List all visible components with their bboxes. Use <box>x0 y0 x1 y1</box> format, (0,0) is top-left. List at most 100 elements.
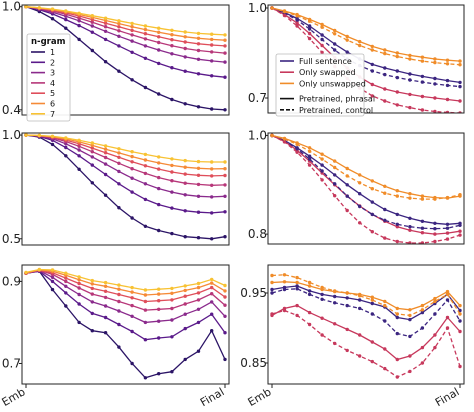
data-point <box>445 110 450 113</box>
data-point <box>117 169 121 174</box>
data-point <box>196 307 201 311</box>
data-point <box>458 223 462 227</box>
data-point <box>170 163 174 168</box>
data-point <box>408 225 412 229</box>
legend: Full sentence Only swapped Only unswapped P… <box>275 53 375 117</box>
data-point <box>157 26 161 30</box>
data-point <box>90 143 95 148</box>
data-point <box>307 280 312 285</box>
data-point <box>370 44 374 49</box>
data-point <box>196 210 201 214</box>
data-point <box>282 287 287 292</box>
data-point <box>196 36 201 40</box>
data-point <box>183 158 187 163</box>
legend-entry: Pretrained, phrasal <box>299 95 375 104</box>
data-point <box>320 292 324 297</box>
data-point <box>358 354 362 358</box>
data-point <box>223 303 227 307</box>
data-point <box>345 296 349 300</box>
data-point <box>103 37 108 42</box>
data-point <box>445 315 450 320</box>
data-point <box>383 48 387 52</box>
data-point <box>445 97 450 102</box>
data-point <box>90 14 95 18</box>
data-point <box>90 155 95 159</box>
data-point <box>196 48 201 53</box>
data-point <box>183 302 187 306</box>
data-point <box>117 299 121 304</box>
data-point <box>130 25 134 29</box>
data-point <box>320 50 324 55</box>
data-point <box>103 280 108 285</box>
data-point <box>420 231 425 235</box>
y-tick-label: 0.5 <box>2 232 21 246</box>
data-point <box>295 280 299 285</box>
data-point <box>90 163 95 167</box>
data-point <box>333 28 337 33</box>
data-point <box>90 48 95 53</box>
data-point <box>420 326 425 330</box>
data-point <box>103 155 108 160</box>
series-line <box>271 134 461 200</box>
data-point <box>333 48 337 52</box>
data-point <box>223 357 227 362</box>
data-point <box>24 5 28 9</box>
data-point <box>77 144 81 148</box>
data-point <box>64 136 68 140</box>
y-tick-label: 0.7 <box>248 91 267 105</box>
data-point <box>223 160 227 164</box>
legend-entry: Pretrained, control <box>299 106 373 115</box>
data-point <box>383 299 387 304</box>
data-point <box>143 44 148 48</box>
data-point <box>24 133 28 137</box>
data-point <box>117 29 121 33</box>
legend-entry: 1 <box>50 48 55 57</box>
plot-area <box>24 267 227 380</box>
data-point <box>420 194 425 198</box>
data-point <box>170 38 174 42</box>
data-point <box>408 216 412 220</box>
series-line <box>25 134 226 186</box>
data-point <box>383 51 387 56</box>
data-point <box>307 154 312 158</box>
data-point <box>64 271 68 275</box>
data-point <box>117 151 121 155</box>
data-point <box>395 212 399 217</box>
data-point <box>420 226 425 230</box>
data-point <box>295 287 299 291</box>
data-point <box>445 83 450 88</box>
x-tick-label: Emb <box>0 385 28 409</box>
data-point <box>270 280 274 285</box>
data-point <box>223 108 227 112</box>
data-point <box>223 210 227 214</box>
data-point <box>320 25 324 29</box>
data-point <box>170 157 174 161</box>
data-point <box>333 322 337 326</box>
series-line <box>271 309 461 378</box>
data-point <box>395 312 399 316</box>
data-point <box>223 38 227 42</box>
data-point <box>333 194 337 198</box>
data-point <box>320 157 324 161</box>
data-point <box>77 167 81 171</box>
data-point <box>458 312 462 316</box>
data-point <box>143 158 148 162</box>
data-point <box>77 302 81 306</box>
data-point <box>420 361 425 365</box>
series-line <box>25 6 226 63</box>
data-point <box>445 195 450 200</box>
data-point <box>408 192 412 196</box>
data-point <box>143 164 148 168</box>
data-point <box>210 43 214 47</box>
data-point <box>143 24 148 28</box>
data-point <box>295 147 299 151</box>
data-point <box>117 147 121 151</box>
data-point <box>117 309 121 313</box>
data-point <box>210 74 214 78</box>
panel-middle-left: 1.0 0.5 <box>2 128 230 246</box>
data-point <box>307 157 312 161</box>
data-point <box>370 82 374 87</box>
data-point <box>458 59 462 63</box>
data-point <box>383 99 387 103</box>
data-point <box>170 66 174 70</box>
